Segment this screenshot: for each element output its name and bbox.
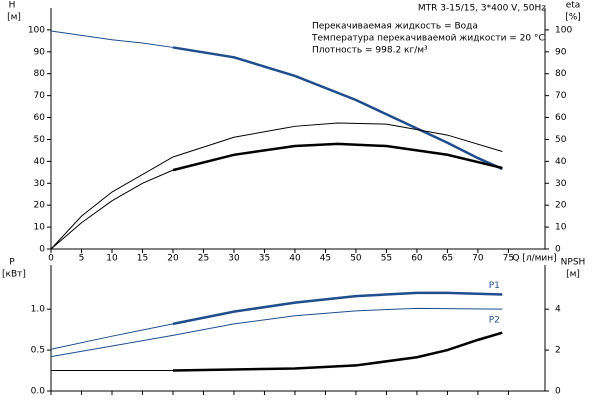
x-tick-label: 30 xyxy=(228,254,240,264)
chart-title: MTR 3-15/15, 3*400 V, 50Hz xyxy=(418,4,546,14)
y2-tick-label: 70 xyxy=(555,91,567,101)
x-tick-label: 0 xyxy=(48,254,54,264)
curve xyxy=(172,46,503,171)
y2-axis-unit: [%] xyxy=(565,13,581,23)
x-tick-label: 25 xyxy=(198,254,209,264)
x-tick-label: 75 xyxy=(503,254,514,264)
curve xyxy=(172,291,503,326)
y2-tick-label: 50 xyxy=(555,135,567,145)
y-tick-label: 0.5 xyxy=(31,346,45,356)
x-tick-label: 20 xyxy=(167,254,179,264)
curve xyxy=(50,307,503,358)
curve xyxy=(50,169,174,250)
y-tick-label: 10 xyxy=(34,223,46,233)
y-axis-unit: [м] xyxy=(7,13,21,23)
y2-tick-label: 40 xyxy=(555,157,567,167)
annotation: Перекачиваемая жидкость = Вода xyxy=(312,22,478,32)
x-tick-label: 35 xyxy=(259,254,270,264)
series-label: P1 xyxy=(489,281,500,291)
x-tick-label: 45 xyxy=(320,254,331,264)
y-tick-label: 70 xyxy=(34,91,46,101)
y2-tick-label: 90 xyxy=(555,47,567,57)
y-tick-label: 0.0 xyxy=(31,387,46,397)
annotation: Температура перекачиваемой жидкости = 20… xyxy=(311,34,545,44)
y-tick-label: 80 xyxy=(34,69,46,79)
y-tick-label: 0 xyxy=(39,245,45,255)
y-tick-label: 30 xyxy=(34,179,46,189)
x-tick-label: 55 xyxy=(381,254,392,264)
y2-tick-label: 0 xyxy=(555,245,561,255)
y2-tick-label: 60 xyxy=(555,113,567,123)
x-tick-label: 65 xyxy=(442,254,453,264)
curve xyxy=(50,30,174,48)
curve xyxy=(172,142,503,172)
y2-tick-label: 0 xyxy=(555,387,561,397)
y2-tick-label: 20 xyxy=(555,201,567,211)
y-tick-label: 60 xyxy=(34,113,46,123)
x-tick-label: 60 xyxy=(411,254,423,264)
x-axis-label: Q [л/мин] xyxy=(512,254,556,264)
y2-tick-label: 10 xyxy=(555,223,567,233)
curve xyxy=(50,122,503,250)
x-tick-label: 10 xyxy=(106,254,118,264)
y-axis-label: P xyxy=(9,258,15,268)
y-tick-label: 50 xyxy=(34,135,46,145)
y2-tick-label: 80 xyxy=(555,69,567,79)
series-label: P2 xyxy=(489,316,500,326)
y-tick-label: 20 xyxy=(34,201,46,211)
y2-axis-unit: [м] xyxy=(566,270,580,280)
y2-axis-label: eta xyxy=(566,1,581,11)
y-axis-label: H xyxy=(9,1,16,11)
x-tick-label: 70 xyxy=(472,254,484,264)
annotation: Плотность = 998.2 кг/м³ xyxy=(312,46,428,56)
y2-tick-label: 100 xyxy=(555,25,572,35)
x-tick-label: 40 xyxy=(289,254,301,264)
x-tick-label: 50 xyxy=(350,254,362,264)
y-tick-label: 100 xyxy=(28,25,45,35)
x-tick-label: 5 xyxy=(79,254,85,264)
y2-axis-label: NPSH xyxy=(561,258,586,268)
y-axis-unit: [кВт] xyxy=(2,270,26,280)
x-tick-label: 15 xyxy=(137,254,148,264)
curve xyxy=(172,331,503,372)
y2-tick-label: 4 xyxy=(555,305,561,315)
y-tick-label: 1.0 xyxy=(31,305,46,315)
y-tick-label: 40 xyxy=(34,157,46,167)
y2-tick-label: 30 xyxy=(555,179,567,189)
curve xyxy=(50,323,174,350)
y-tick-label: 90 xyxy=(34,47,46,57)
y2-tick-label: 2 xyxy=(555,346,561,356)
